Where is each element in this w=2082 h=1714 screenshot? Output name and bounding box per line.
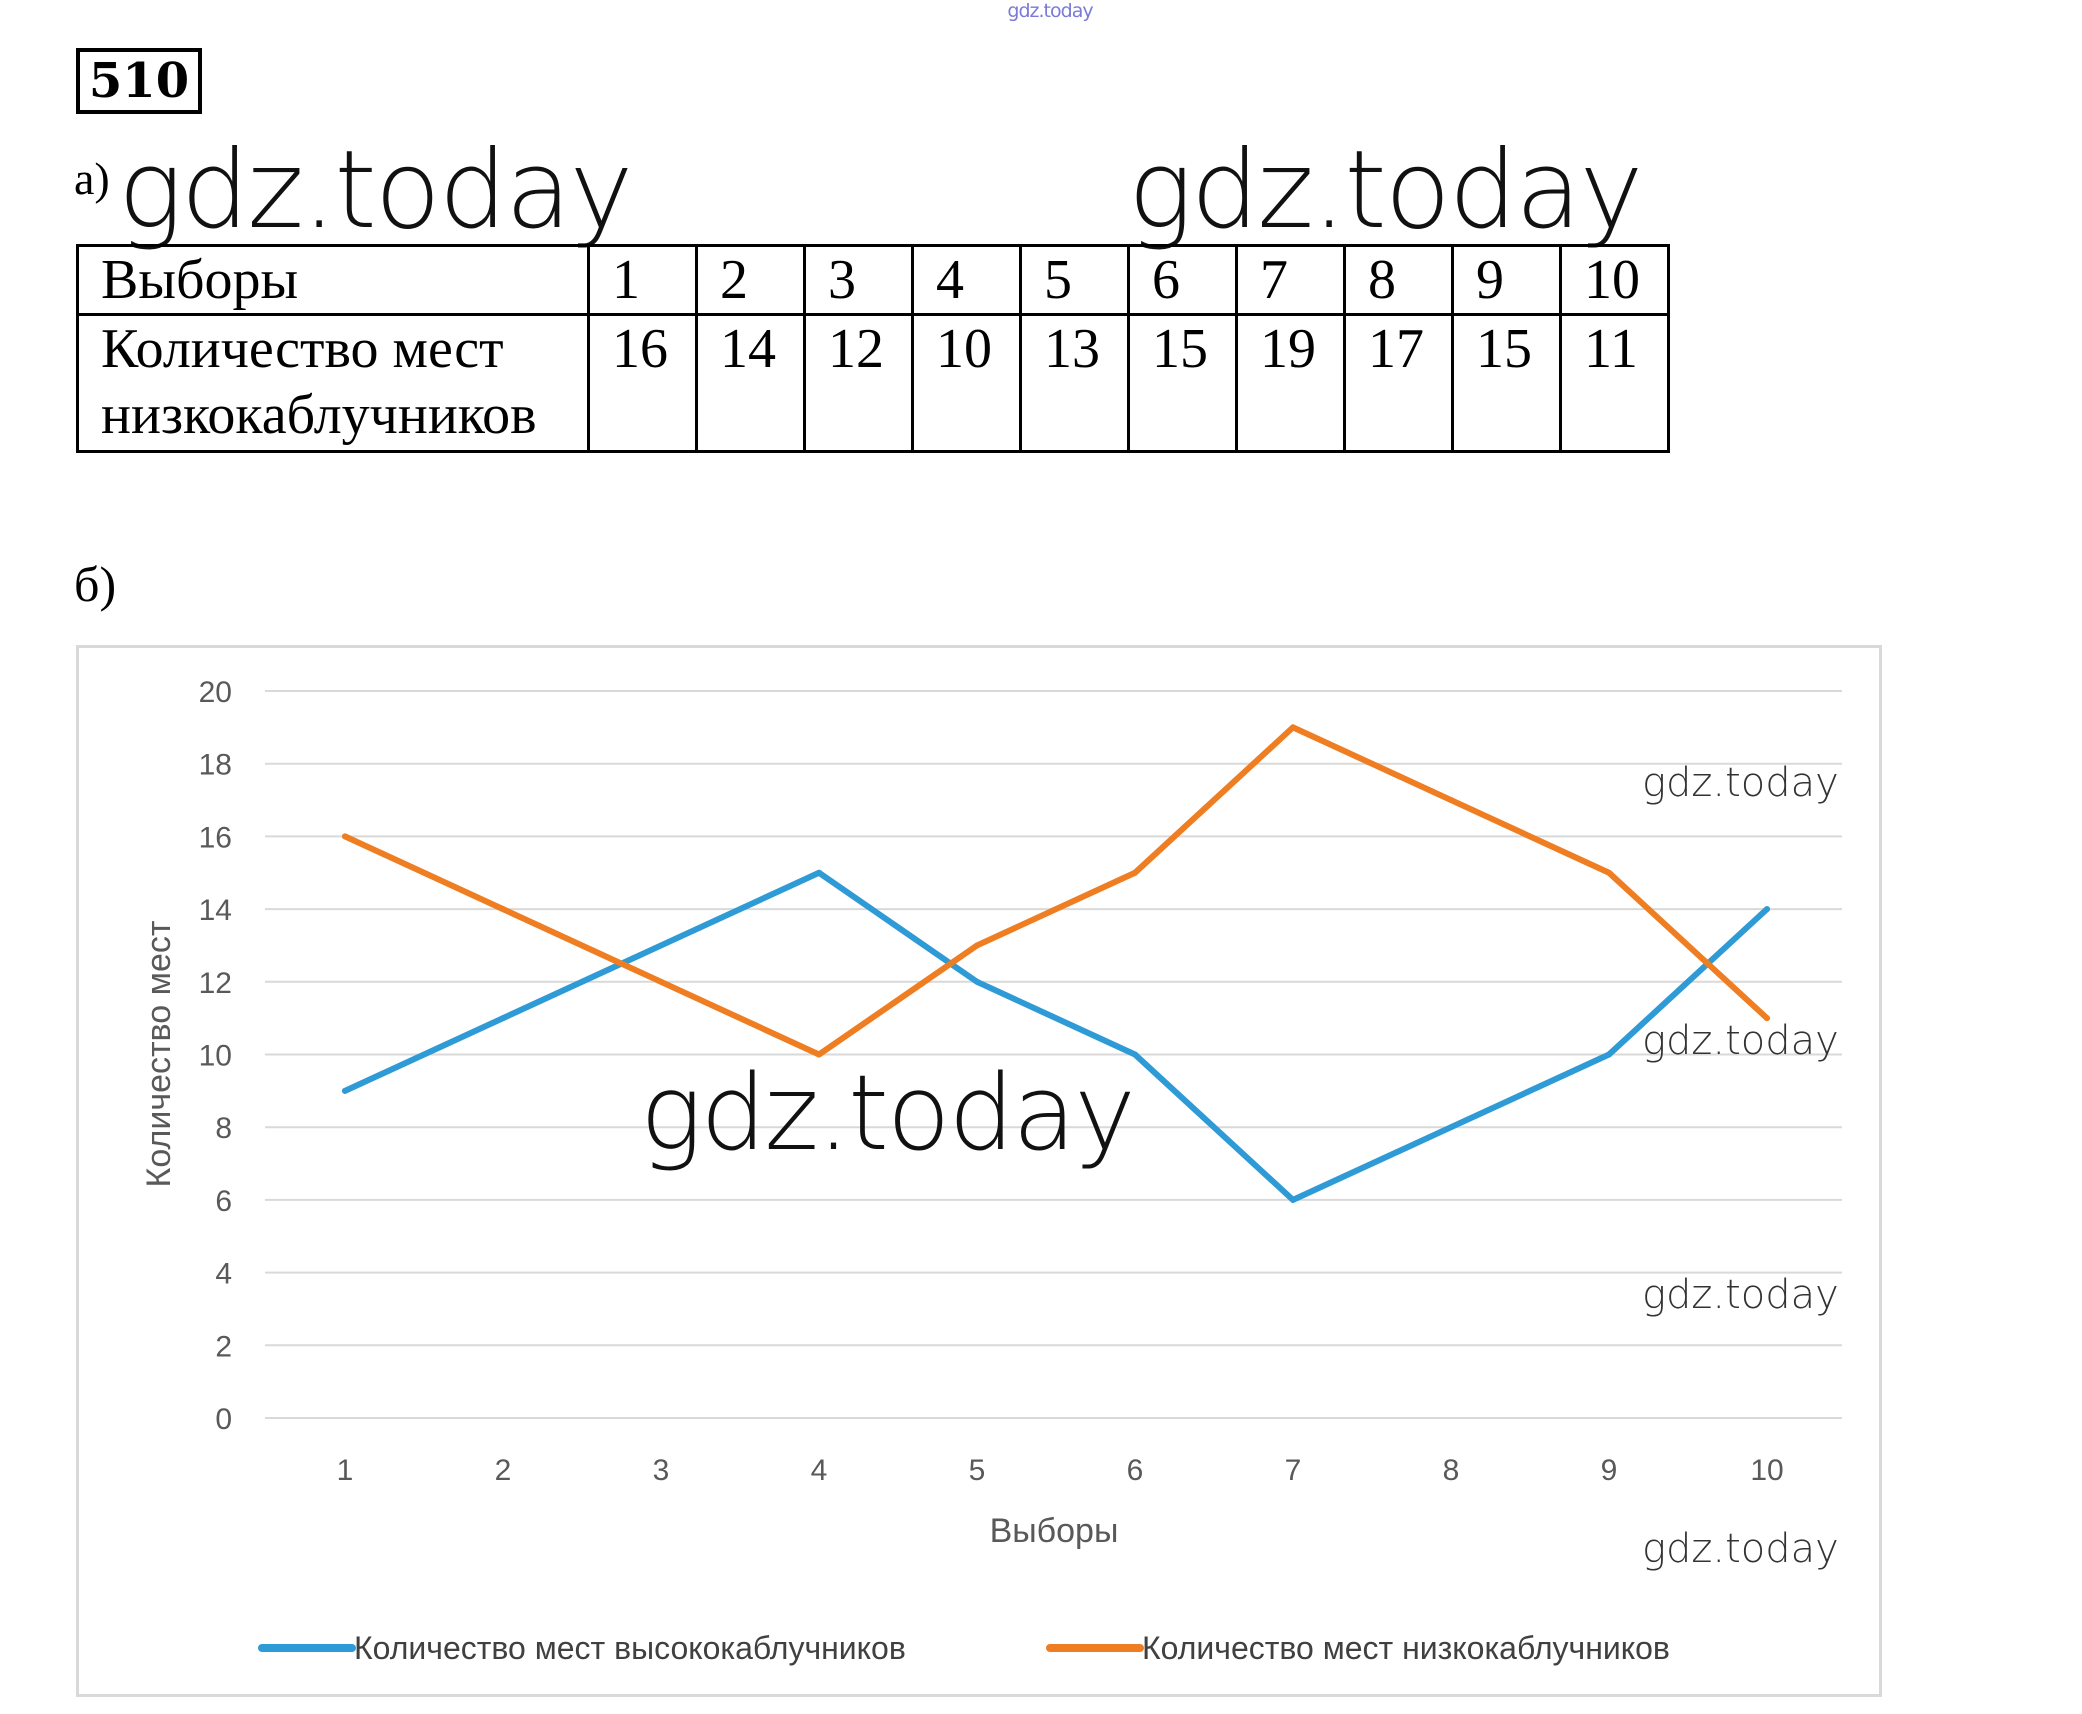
- x-tick-label: 9: [1601, 1454, 1618, 1487]
- y-tick-label: 0: [215, 1403, 232, 1436]
- x-tick-label: 10: [1750, 1454, 1783, 1487]
- data-point: [1606, 1051, 1612, 1058]
- table-row-seats: Количество мест низкокаблучников 16 14 12…: [76, 313, 1670, 453]
- table-cell: 13: [1019, 313, 1130, 453]
- chart-frame: [76, 645, 1882, 1697]
- y-tick-label: 8: [215, 1112, 232, 1145]
- table-header-choices: Выборы: [76, 244, 590, 316]
- watermark-2: gdz.today: [1128, 128, 1643, 253]
- part-b-label: б): [74, 556, 117, 612]
- data-point: [1290, 1196, 1296, 1203]
- data-point: [658, 978, 664, 985]
- table-cell: 19: [1235, 313, 1346, 453]
- table-cell: 5: [1019, 244, 1130, 316]
- y-tick-label: 4: [215, 1258, 232, 1291]
- x-tick-label: 6: [1127, 1454, 1144, 1487]
- table-cell: 8: [1343, 244, 1454, 316]
- table-cell: 1: [587, 244, 698, 316]
- table-cell: 6: [1127, 244, 1238, 316]
- series-line-1: [342, 869, 1770, 1203]
- data-point: [1290, 724, 1296, 731]
- table-cell: 14: [695, 313, 806, 453]
- data-point: [342, 833, 348, 840]
- part-a-label: а): [74, 153, 110, 204]
- x-tick-label: 1: [337, 1454, 354, 1487]
- y-tick-label: 6: [215, 1185, 232, 1218]
- watermark-1: gdz.today: [118, 128, 633, 253]
- data-point: [816, 869, 822, 876]
- x-tick-label: 3: [653, 1454, 670, 1487]
- series-line-2: [342, 724, 1770, 1058]
- data-point: [500, 906, 506, 913]
- data-point: [1132, 1051, 1138, 1058]
- data-point: [816, 1051, 822, 1058]
- legend-label-2: Количество мест низкокаблучников: [1142, 1630, 1670, 1666]
- table-cell: 4: [911, 244, 1022, 316]
- data-point: [658, 942, 664, 949]
- table-cell: 15: [1451, 313, 1562, 453]
- table-cell: 3: [803, 244, 914, 316]
- watermark-4: gdz.today: [1642, 760, 1839, 806]
- y-tick-label: 10: [199, 1040, 232, 1073]
- y-tick-label: 14: [199, 894, 232, 927]
- data-point: [500, 1015, 506, 1022]
- watermark-7: gdz.today: [1642, 1526, 1839, 1572]
- y-tick-label: 2: [215, 1330, 232, 1363]
- x-tick-label: 7: [1285, 1454, 1302, 1487]
- data-point: [1132, 869, 1138, 876]
- table-cell: 12: [803, 313, 914, 453]
- x-axis-title: Выборы: [990, 1512, 1119, 1550]
- data-table: Выборы 1 2 3 4 5 6 7 8 9 10 Количество м…: [76, 244, 1670, 453]
- table-header-seats: Количество мест низкокаблучников: [76, 313, 590, 453]
- data-point: [342, 1087, 348, 1094]
- x-tick-label: 2: [495, 1454, 512, 1487]
- data-point: [1606, 869, 1612, 876]
- data-point: [974, 978, 980, 985]
- table-row-choices: Выборы 1 2 3 4 5 6 7 8 9 10: [76, 244, 1670, 316]
- table-cell: 2: [695, 244, 806, 316]
- data-point: [1448, 797, 1454, 804]
- watermark-6: gdz.today: [1642, 1272, 1839, 1318]
- table-cell: 10: [1559, 244, 1670, 316]
- top-watermark: gdz.today: [1007, 0, 1093, 22]
- table-cell: 10: [911, 313, 1022, 453]
- data-point: [1764, 1015, 1770, 1022]
- table-cell: 16: [587, 313, 698, 453]
- watermark-5: gdz.today: [1642, 1018, 1839, 1064]
- problem-number: 510: [76, 48, 202, 114]
- legend-label-1: Количество мест высококаблучников: [354, 1630, 906, 1666]
- x-tick-label: 8: [1443, 1454, 1460, 1487]
- table-cell: 17: [1343, 313, 1454, 453]
- y-tick-label: 16: [199, 821, 232, 854]
- table-cell: 11: [1559, 313, 1670, 453]
- table-cell: 15: [1127, 313, 1238, 453]
- y-axis-title: Количество мест: [140, 921, 178, 1188]
- table-header-seats-line2: низкокаблучников: [101, 384, 537, 446]
- table-cell: 7: [1235, 244, 1346, 316]
- watermark-3: gdz.today: [640, 1052, 1136, 1174]
- x-tick-label: 4: [811, 1454, 828, 1487]
- y-tick-label: 12: [199, 967, 232, 1000]
- data-point: [1764, 906, 1770, 913]
- data-point: [1448, 1124, 1454, 1131]
- table-cell: 9: [1451, 244, 1562, 316]
- x-tick-label: 5: [969, 1454, 986, 1487]
- y-tick-label: 18: [199, 749, 232, 782]
- data-point: [974, 942, 980, 949]
- y-tick-label: 20: [199, 676, 232, 709]
- table-header-seats-line1: Количество мест: [101, 318, 504, 380]
